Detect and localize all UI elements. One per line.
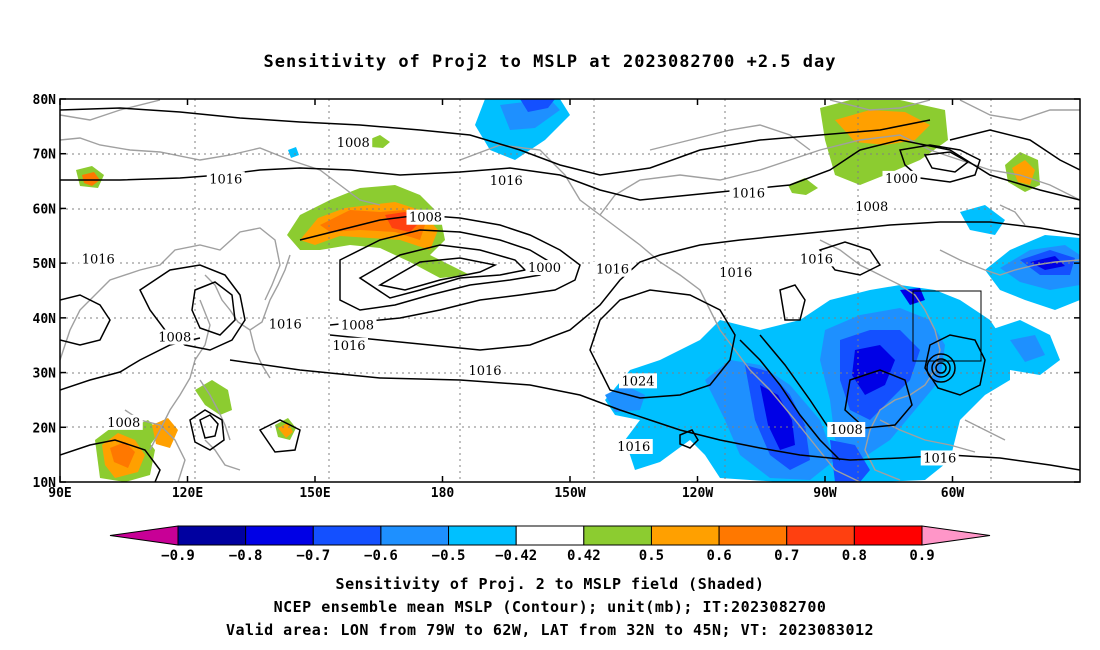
positive-sensitivity-shading <box>76 100 1040 482</box>
colorbar-label: 0.9 <box>909 548 934 564</box>
svg-text:1008: 1008 <box>830 423 863 438</box>
colorbar-swatch <box>718 525 788 546</box>
svg-text:1016: 1016 <box>82 252 115 267</box>
svg-text:1008: 1008 <box>158 331 191 346</box>
lat-label: 40N <box>33 312 57 327</box>
lon-label: 180 <box>431 486 455 501</box>
svg-text:1024: 1024 <box>621 374 654 389</box>
colorbar-label: −0.9 <box>161 548 195 564</box>
colorbar-swatch <box>448 525 517 546</box>
svg-text:1008: 1008 <box>409 211 442 226</box>
lat-label: 60N <box>33 202 57 217</box>
colorbar-low-arrow <box>109 525 179 546</box>
contour-label: 1016 <box>797 251 836 267</box>
svg-text:1008: 1008 <box>855 200 888 215</box>
contour-label: 1016 <box>593 261 632 278</box>
footer-line-2: NCEP ensemble mean MSLP (Contour); unit(… <box>274 598 827 616</box>
svg-text:1016: 1016 <box>269 317 302 332</box>
contour-label: 1008 <box>155 329 194 346</box>
lat-label: 70N <box>33 148 57 163</box>
footer-line-3: Valid area: LON from 79W to 62W, LAT fro… <box>226 621 874 639</box>
colorbar-swatch <box>177 525 247 546</box>
contour-label: 1016 <box>79 251 118 267</box>
colorbar-swatch <box>515 525 585 546</box>
colorbar-label: 0.8 <box>842 548 867 564</box>
contour-label: 1000 <box>882 170 921 187</box>
contour-label: 1008 <box>338 317 377 334</box>
colorbar-high-arrow <box>921 525 991 546</box>
colorbar-swatch <box>853 525 923 546</box>
colorbar-swatch <box>786 525 855 546</box>
svg-text:1016: 1016 <box>732 187 765 202</box>
colorbar-swatch <box>245 525 314 546</box>
footer-line-1: Sensitivity of Proj. 2 to MSLP field (Sh… <box>336 575 765 593</box>
colorbar-label: −0.6 <box>364 548 398 564</box>
lon-label: 90W <box>813 486 837 501</box>
colorbar-label: −0.42 <box>495 548 537 564</box>
contour-label: 1008 <box>104 414 143 431</box>
colorbar-label: 0.6 <box>706 548 731 564</box>
colorbar-swatch <box>650 525 720 546</box>
colorbar-swatch <box>583 525 652 546</box>
colorbar-label: −0.5 <box>432 548 466 564</box>
gridlines <box>60 99 1080 482</box>
svg-text:1016: 1016 <box>468 364 501 379</box>
contour-label: 1016 <box>487 173 526 189</box>
svg-text:1016: 1016 <box>209 172 242 187</box>
svg-text:1016: 1016 <box>596 263 629 278</box>
svg-text:1008: 1008 <box>337 136 370 151</box>
lon-label: 120W <box>682 486 713 501</box>
svg-text:1016: 1016 <box>923 451 956 466</box>
svg-text:1016: 1016 <box>719 266 752 281</box>
svg-text:1008: 1008 <box>341 319 374 334</box>
contour-label: 1016 <box>614 438 653 455</box>
contour-labels: 1008 1016 1016 1016 1000 1008 1008 1000 1016 1016… <box>79 134 959 466</box>
contour-label: 1000 <box>525 260 564 276</box>
lat-label: 30N <box>33 367 57 382</box>
svg-text:1016: 1016 <box>617 440 650 455</box>
svg-text:1016: 1016 <box>490 174 523 189</box>
lon-label: 120E <box>172 486 203 501</box>
colorbar-label: 0.5 <box>639 548 664 564</box>
svg-text:1000: 1000 <box>528 261 561 276</box>
colorbar-label: −0.7 <box>296 548 330 564</box>
lon-label: 150E <box>299 486 330 501</box>
colorbar-swatch <box>312 525 382 546</box>
contour-label: 1016 <box>716 264 755 281</box>
colorbar-label: −0.8 <box>229 548 263 564</box>
contour-label: 1008 <box>827 422 866 438</box>
lat-label: 10N <box>33 476 57 491</box>
svg-text:1008: 1008 <box>107 416 140 431</box>
contour-label: 1016 <box>466 362 504 379</box>
svg-text:1000: 1000 <box>885 172 918 187</box>
contour-label: 1016 <box>206 171 245 187</box>
lat-label: 80N <box>33 93 57 108</box>
map-plot-area <box>60 99 1080 482</box>
colorbar-swatch <box>380 525 450 546</box>
svg-text:1016: 1016 <box>800 252 833 267</box>
contour-label: 1016 <box>330 337 368 354</box>
lat-label: 50N <box>33 257 57 272</box>
contour-label: 1016 <box>729 185 768 202</box>
lon-label: 150W <box>554 486 585 501</box>
axis-labels: 90E 120E 150E 180 150W 120W 90W 60W 80N 70N 60N 50N… <box>33 93 1080 501</box>
map-title: Sensitivity of Proj2 to MSLP at 20230827… <box>264 52 837 72</box>
contour-label: 1008 <box>406 209 445 226</box>
colorbar-label: 0.7 <box>774 548 799 564</box>
contour-label: 1008 <box>334 134 373 151</box>
colorbar-label: 0.42 <box>567 548 601 564</box>
contour-label: 1016 <box>920 450 959 466</box>
contour-label: 1016 <box>266 316 305 332</box>
contour-label: 1024 <box>619 373 657 389</box>
lon-label: 90E <box>48 486 71 501</box>
lon-label: 60W <box>941 486 965 501</box>
contour-label: 1008 <box>852 198 891 215</box>
colorbar: −0.9 −0.8 −0.7 −0.6 −0.5 −0.42 0.42 0.5 0.6 0.7 0.… <box>109 525 991 564</box>
svg-text:1016: 1016 <box>332 339 365 354</box>
lat-label: 20N <box>33 421 57 436</box>
valid-area-box <box>912 290 982 362</box>
